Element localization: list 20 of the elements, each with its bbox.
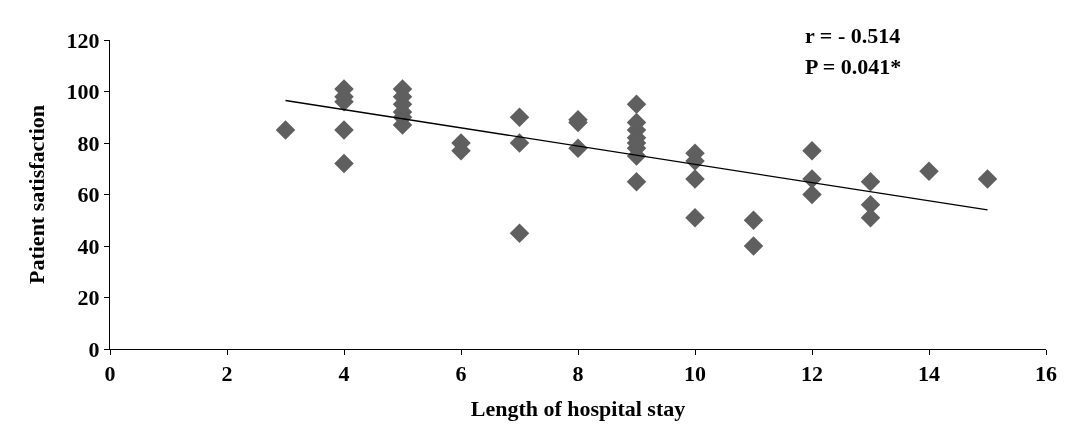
- x-tick-label: 4: [338, 361, 350, 387]
- annotation: P = 0.041*: [805, 54, 902, 79]
- y-tick-label: 20: [77, 285, 100, 311]
- annotation: r = - 0.514: [805, 23, 901, 48]
- x-tick-label: 16: [1035, 361, 1057, 387]
- y-tick-label: 100: [66, 79, 100, 105]
- y-tick-label: 0: [88, 336, 100, 362]
- x-tick-label: 2: [221, 361, 233, 387]
- x-tick-label: 10: [684, 361, 706, 387]
- x-tick-label: 12: [801, 361, 823, 387]
- y-tick-label: 60: [77, 182, 100, 208]
- y-tick-label: 40: [77, 233, 100, 259]
- y-tick-label: 80: [77, 130, 100, 156]
- x-tick-label: 0: [104, 361, 116, 387]
- x-tick-label: 6: [455, 361, 467, 387]
- y-axis-title: Patient satisfaction: [24, 104, 50, 285]
- x-tick-label: 14: [918, 361, 940, 387]
- x-tick-label: 8: [572, 361, 584, 387]
- y-tick-label: 120: [66, 27, 100, 53]
- x-axis-title: Length of hospital stay: [470, 396, 686, 422]
